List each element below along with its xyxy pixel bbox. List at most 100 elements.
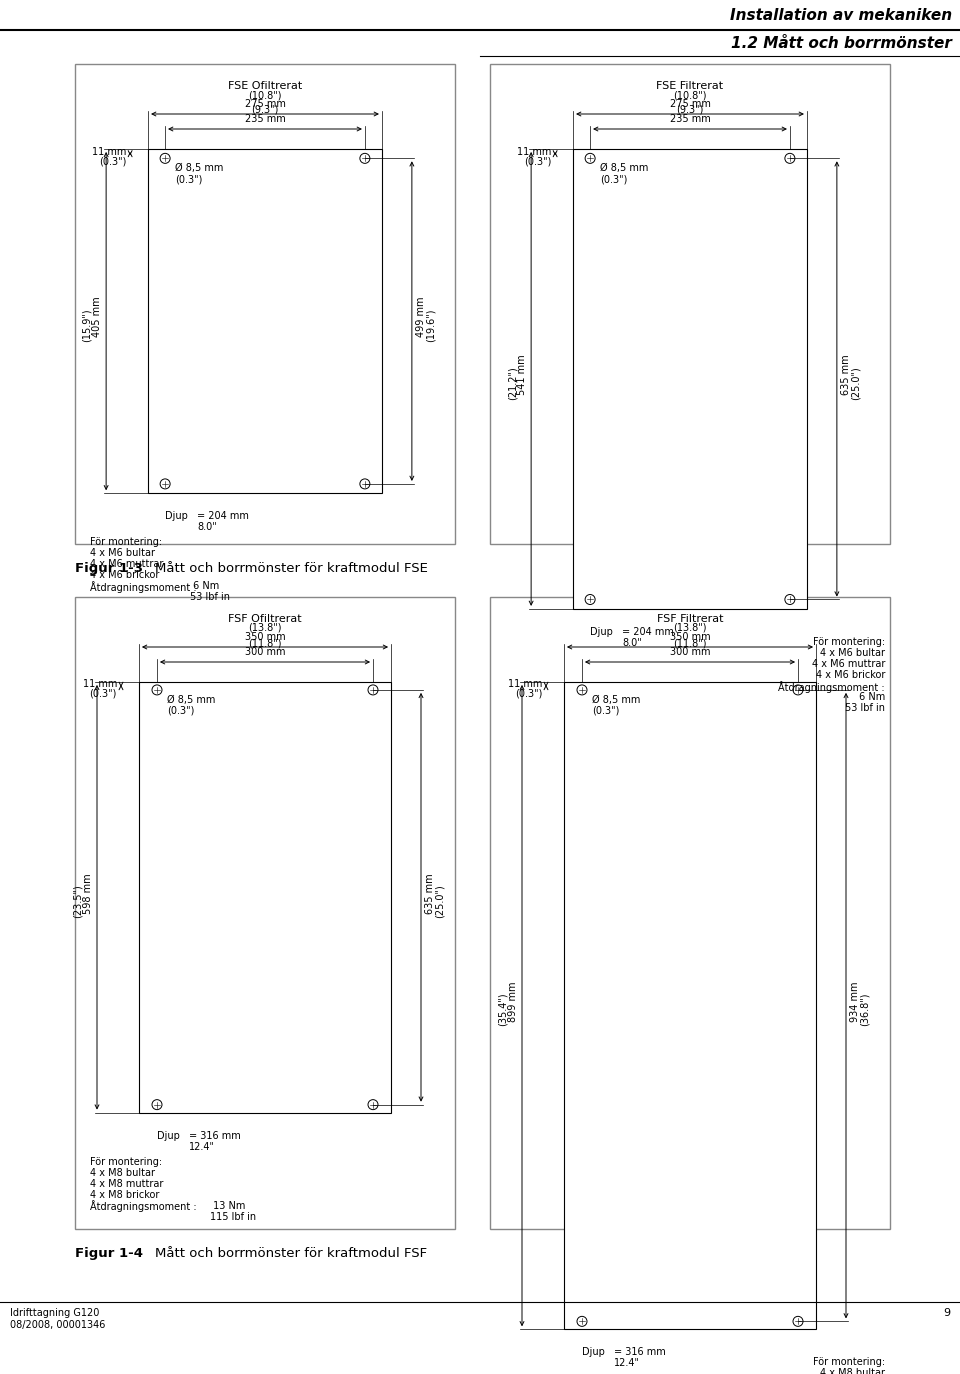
Text: (0.3"): (0.3") [89, 688, 117, 699]
Text: Åtdragningsmoment :: Åtdragningsmoment : [90, 581, 197, 594]
Text: Djup: Djup [165, 511, 188, 521]
Bar [139, 682, 391, 1113]
Text: (13.8"): (13.8") [249, 622, 281, 633]
Text: För montering:: För montering: [813, 638, 885, 647]
Text: (23.5"): (23.5") [73, 885, 83, 918]
Text: 4 x M6 brickor: 4 x M6 brickor [90, 570, 159, 580]
Bar [573, 148, 806, 609]
Text: 541 mm: 541 mm [517, 354, 527, 396]
Text: Djup: Djup [590, 627, 613, 638]
Text: Figur 1-4: Figur 1-4 [75, 1248, 143, 1260]
Text: Ø 8,5 mm: Ø 8,5 mm [592, 695, 640, 705]
Text: Figur 1-3: Figur 1-3 [75, 562, 143, 574]
Text: (19.6"): (19.6") [426, 308, 436, 342]
Text: (10.8"): (10.8") [673, 91, 707, 100]
Text: 11 mm: 11 mm [516, 147, 551, 157]
Text: För montering:: För montering: [813, 1358, 885, 1367]
Text: (13.8"): (13.8") [673, 622, 707, 633]
Text: (0.3"): (0.3") [515, 688, 542, 699]
Bar [75, 65, 455, 544]
Bar [490, 596, 890, 1228]
Text: = 204 mm: = 204 mm [197, 511, 249, 521]
Text: (21.2"): (21.2") [507, 365, 517, 400]
Text: FSF Ofiltrerat: FSF Ofiltrerat [228, 614, 301, 624]
Text: 4 x M8 muttrar: 4 x M8 muttrar [90, 1179, 163, 1189]
Text: 635 mm: 635 mm [841, 354, 851, 396]
Text: 4 x M6 brickor: 4 x M6 brickor [816, 671, 885, 680]
Text: 275 mm: 275 mm [669, 99, 710, 109]
Text: 350 mm: 350 mm [245, 632, 285, 642]
Text: 53 lbf in: 53 lbf in [845, 703, 885, 713]
Text: Djup: Djup [157, 1131, 180, 1140]
Text: 405 mm: 405 mm [92, 297, 102, 338]
Text: 350 mm: 350 mm [670, 632, 710, 642]
Text: Åtdragningsmoment :: Åtdragningsmoment : [90, 1201, 197, 1212]
Text: (9.3"): (9.3") [252, 104, 278, 115]
Text: 235 mm: 235 mm [670, 114, 710, 124]
Text: 4 x M6 bultar: 4 x M6 bultar [820, 649, 885, 658]
Text: (11.8"): (11.8") [673, 638, 707, 649]
Text: 11 mm: 11 mm [508, 679, 542, 688]
Text: 13 Nm: 13 Nm [210, 1201, 246, 1210]
Text: (0.3"): (0.3") [600, 174, 628, 184]
Text: 115 lbf in: 115 lbf in [210, 1212, 256, 1221]
Text: (35.4"): (35.4") [498, 993, 508, 1026]
Text: (0.3"): (0.3") [167, 706, 194, 716]
Text: 300 mm: 300 mm [245, 647, 285, 657]
Text: = 316 mm: = 316 mm [189, 1131, 241, 1140]
Text: Djup: Djup [582, 1348, 605, 1358]
Text: (0.3"): (0.3") [592, 706, 619, 716]
Text: (0.3"): (0.3") [175, 174, 203, 184]
Text: 4 x M8 bultar: 4 x M8 bultar [90, 1168, 155, 1178]
Bar [75, 596, 455, 1228]
Text: 635 mm: 635 mm [425, 872, 435, 914]
Text: Idrifttagning G120: Idrifttagning G120 [10, 1308, 100, 1318]
Text: (15.9"): (15.9") [83, 308, 92, 342]
Text: 899 mm: 899 mm [508, 981, 518, 1022]
Text: 11 mm: 11 mm [92, 147, 126, 157]
Text: 6 Nm: 6 Nm [190, 581, 219, 591]
Text: Installation av mekaniken: Installation av mekaniken [730, 7, 952, 22]
Text: Mått och borrmönster för kraftmodul FSE: Mått och borrmönster för kraftmodul FSE [155, 562, 428, 574]
Bar [148, 148, 382, 493]
Text: 300 mm: 300 mm [670, 647, 710, 657]
Text: Åtdragningsmoment :: Åtdragningsmoment : [779, 682, 885, 692]
Text: FSE Filtrerat: FSE Filtrerat [657, 81, 724, 91]
Text: 4 x M6 bultar: 4 x M6 bultar [90, 548, 155, 558]
Text: (36.8"): (36.8") [860, 993, 870, 1026]
Text: = 316 mm: = 316 mm [614, 1348, 665, 1358]
Text: FSE Ofiltrerat: FSE Ofiltrerat [228, 81, 302, 91]
Text: 9: 9 [943, 1308, 950, 1318]
Text: 499 mm: 499 mm [416, 297, 426, 338]
Text: 4 x M8 brickor: 4 x M8 brickor [90, 1190, 159, 1200]
Text: Ø 8,5 mm: Ø 8,5 mm [167, 695, 215, 705]
Text: (0.3"): (0.3") [524, 157, 551, 166]
Text: 934 mm: 934 mm [850, 981, 860, 1022]
Text: 6 Nm: 6 Nm [855, 692, 885, 702]
Text: (25.0"): (25.0") [851, 365, 861, 400]
Text: 12.4": 12.4" [189, 1142, 215, 1151]
Text: 1.2 Mått och borrmönster: 1.2 Mått och borrmönster [732, 36, 952, 51]
Text: 4 x M6 muttrar: 4 x M6 muttrar [90, 559, 163, 569]
Text: 11 mm: 11 mm [83, 679, 117, 688]
Text: 08/2008, 00001346: 08/2008, 00001346 [10, 1320, 106, 1330]
Text: 275 mm: 275 mm [245, 99, 285, 109]
Text: (25.0"): (25.0") [435, 885, 445, 918]
Text: (0.3"): (0.3") [99, 157, 126, 166]
Text: 8.0": 8.0" [197, 522, 217, 532]
Text: 8.0": 8.0" [622, 638, 642, 649]
Text: För montering:: För montering: [90, 1157, 162, 1167]
Text: 53 lbf in: 53 lbf in [190, 592, 230, 602]
Text: För montering:: För montering: [90, 537, 162, 547]
Text: = 204 mm: = 204 mm [622, 627, 674, 638]
Text: 598 mm: 598 mm [83, 872, 93, 914]
Bar [490, 65, 890, 544]
Text: 12.4": 12.4" [614, 1359, 640, 1369]
Text: FSF Filtrerat: FSF Filtrerat [657, 614, 723, 624]
Text: (11.8"): (11.8") [249, 638, 281, 649]
Text: 4 x M6 muttrar: 4 x M6 muttrar [811, 660, 885, 669]
Text: Ø 8,5 mm: Ø 8,5 mm [175, 164, 224, 173]
Text: (10.8"): (10.8") [249, 91, 281, 100]
Text: Ø 8,5 mm: Ø 8,5 mm [600, 164, 649, 173]
Text: Mått och borrmönster för kraftmodul FSF: Mått och borrmönster för kraftmodul FSF [155, 1248, 427, 1260]
